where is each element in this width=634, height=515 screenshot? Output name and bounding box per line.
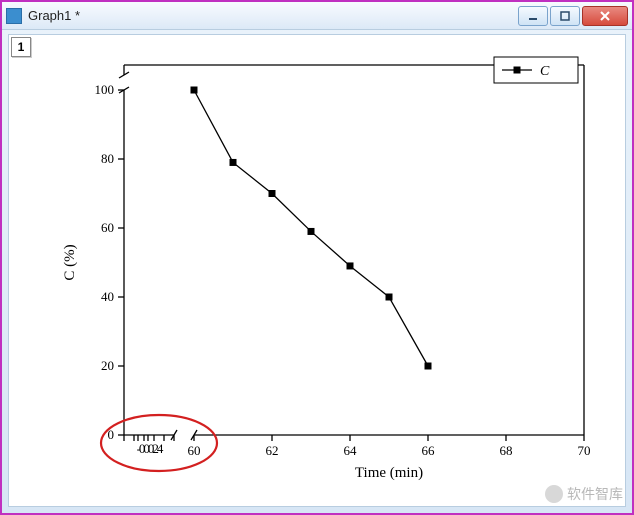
svg-text:Time (min): Time (min) bbox=[355, 465, 423, 481]
svg-text:60: 60 bbox=[188, 443, 201, 458]
svg-text:62: 62 bbox=[266, 443, 279, 458]
svg-text:20: 20 bbox=[101, 358, 114, 373]
graph-window: Graph1 * 1 020406080100-0002460626466687… bbox=[0, 0, 634, 515]
svg-text:80: 80 bbox=[101, 151, 114, 166]
chart: 020406080100-00024606264666870Time (min)… bbox=[9, 35, 627, 507]
svg-text:66: 66 bbox=[422, 443, 436, 458]
svg-text:C (%): C (%) bbox=[62, 244, 78, 280]
wechat-icon bbox=[545, 485, 563, 503]
app-icon bbox=[6, 8, 22, 24]
svg-text:C: C bbox=[540, 64, 550, 79]
watermark-text: 软件智库 bbox=[567, 484, 623, 504]
svg-text:60: 60 bbox=[101, 220, 114, 235]
svg-text:100: 100 bbox=[95, 82, 115, 97]
watermark: 软件智库 bbox=[545, 484, 623, 504]
close-button[interactable] bbox=[582, 6, 628, 26]
svg-text:64: 64 bbox=[344, 443, 358, 458]
svg-text:70: 70 bbox=[578, 443, 591, 458]
window-controls bbox=[518, 6, 628, 26]
plot-area: 020406080100-00024606264666870Time (min)… bbox=[9, 35, 625, 506]
client-area: 1 020406080100-00024606264666870Time (mi… bbox=[8, 34, 626, 507]
maximize-button[interactable] bbox=[550, 6, 580, 26]
minimize-button[interactable] bbox=[518, 6, 548, 26]
titlebar[interactable]: Graph1 * bbox=[2, 2, 632, 30]
svg-text:68: 68 bbox=[500, 443, 513, 458]
svg-text:40: 40 bbox=[101, 289, 114, 304]
window-title: Graph1 * bbox=[28, 8, 518, 23]
svg-text:-00024: -00024 bbox=[137, 441, 164, 456]
